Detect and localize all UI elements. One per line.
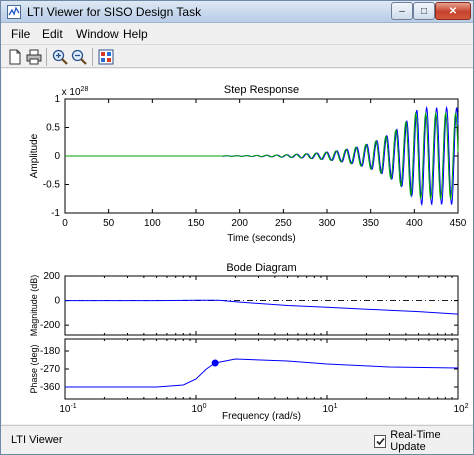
- new-button[interactable]: [6, 48, 24, 66]
- magnitude-ylabel: Magnitude (dB): [29, 275, 39, 337]
- step-x-tick-label: 150: [188, 218, 205, 229]
- window-title: LTI Viewer for SISO Design Task: [27, 5, 202, 19]
- status-bar: LTI Viewer Real-Time Update: [1, 425, 473, 454]
- maximize-button[interactable]: □: [413, 2, 435, 20]
- toolbar-separator: [46, 48, 47, 66]
- step-x-tick-label: 250: [275, 218, 292, 229]
- print-icon: [26, 49, 42, 65]
- step-x-tick-label: 50: [103, 218, 115, 229]
- step-ylabel: Amplitude: [29, 133, 40, 178]
- checkmark-icon: [376, 437, 385, 445]
- bode-x-tick-label: 102: [453, 403, 468, 415]
- menu-bar: File Edit Window Help: [1, 24, 473, 44]
- step-y-tick-label: 0.5: [46, 123, 60, 134]
- step-x-tick-label: 400: [406, 218, 423, 229]
- status-text: LTI Viewer: [11, 434, 63, 446]
- toolbar-separator: [92, 48, 93, 66]
- bode-x-tick-label: 100: [191, 403, 206, 415]
- step-x-tick-label: 450: [450, 218, 467, 229]
- step-x-tick-label: 0: [62, 218, 68, 229]
- zoom-out-icon: [71, 49, 87, 65]
- magnitude-y-tick-label: 200: [43, 271, 60, 282]
- plots-canvas: Step Response Time (seconds) Amplitude x 10…: [29, 84, 469, 422]
- magnitude-y-tick-label: -200: [40, 320, 60, 331]
- phase-ylabel: Phase (deg): [29, 344, 39, 393]
- bode-x-tick-label: 10-1: [59, 403, 76, 415]
- step-x-tick-label: 300: [319, 218, 336, 229]
- maximize-icon: □: [420, 5, 428, 17]
- matlab-app-icon: [7, 5, 21, 19]
- new-icon: [9, 49, 21, 65]
- zoom-in-button[interactable]: [51, 48, 69, 66]
- plot-config-icon: [98, 49, 114, 65]
- bode-xlabel: Frequency (rad/s): [222, 411, 301, 422]
- close-button[interactable]: ✕: [435, 2, 471, 20]
- step-x-tick-label: 100: [144, 218, 161, 229]
- phase-y-tick-label: -270: [40, 364, 60, 375]
- menu-edit[interactable]: Edit: [42, 27, 63, 41]
- menu-help[interactable]: Help: [123, 27, 148, 41]
- bode-x-tick-label: 101: [322, 403, 337, 415]
- step-y-tick-label: -1: [51, 208, 60, 219]
- realtime-update-checkbox[interactable]: [374, 434, 387, 448]
- step-y-tick-label: -0.5: [43, 180, 61, 191]
- close-icon: ✕: [448, 5, 458, 17]
- step-title: Step Response: [224, 84, 299, 96]
- zoom-out-button[interactable]: [70, 48, 88, 66]
- minimize-icon: –: [399, 5, 405, 17]
- bode-title: Bode Diagram: [226, 262, 296, 274]
- step-x-tick-label: 350: [362, 218, 379, 229]
- magnitude-axes-box: [64, 275, 459, 336]
- realtime-update-label: Real-Time Update: [390, 429, 441, 453]
- menu-window[interactable]: Window: [76, 27, 119, 41]
- step-y-tick-label: 0: [54, 151, 60, 162]
- figure-area: Step Response Time (seconds) Amplitude x 10…: [2, 69, 473, 424]
- step-y-tick-label: 1: [54, 94, 60, 105]
- phase-axes-box: [64, 338, 459, 400]
- step-series-green: [65, 111, 459, 201]
- phase-y-tick-label: -360: [40, 382, 60, 393]
- phase-y-tick-label: -180: [40, 346, 60, 357]
- minimize-button[interactable]: –: [391, 2, 413, 20]
- plot-config-button[interactable]: [97, 48, 115, 66]
- step-y-multiplier: x 1028: [62, 86, 89, 98]
- print-button[interactable]: [25, 48, 43, 66]
- title-bar[interactable]: LTI Viewer for SISO Design Task – □ ✕: [1, 1, 473, 23]
- step-x-tick-label: 200: [231, 218, 248, 229]
- magnitude-y-tick-label: 0: [54, 296, 60, 307]
- toolbar: [1, 44, 473, 68]
- realtime-update-toggle[interactable]: Real-Time Update: [374, 429, 473, 453]
- menu-file[interactable]: File: [11, 27, 31, 41]
- phase-margin-marker: [211, 359, 219, 367]
- magnitude-curve: [65, 299, 459, 315]
- zoom-in-icon: [52, 49, 68, 65]
- step-xlabel: Time (seconds): [227, 233, 296, 244]
